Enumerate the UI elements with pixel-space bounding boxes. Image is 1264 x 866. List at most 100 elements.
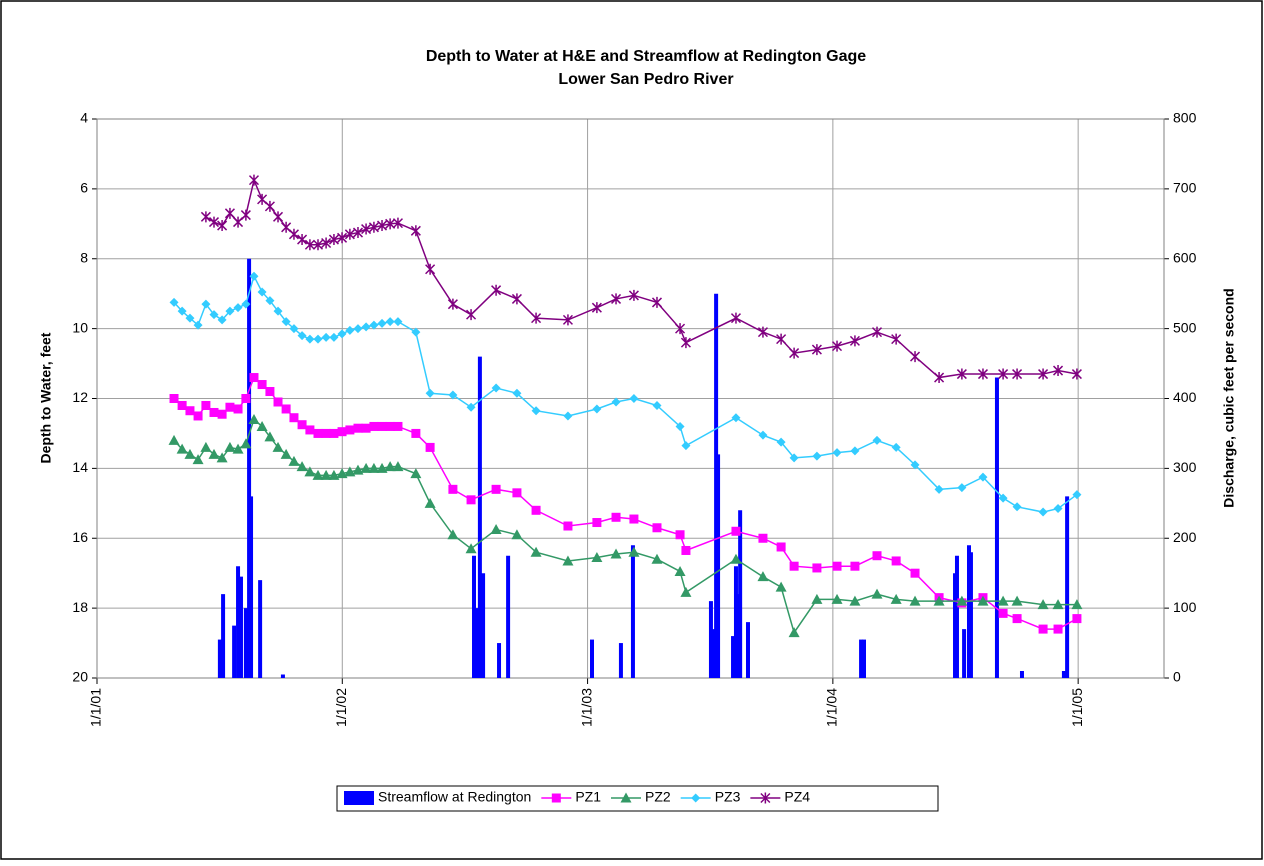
marker [563, 411, 573, 421]
y-tick-label: 14 [72, 459, 88, 475]
y2-tick-label: 700 [1173, 180, 1197, 196]
marker [910, 568, 920, 578]
marker [934, 484, 944, 494]
marker [289, 413, 299, 423]
marker [411, 327, 421, 337]
marker [1053, 504, 1063, 514]
marker [998, 608, 1008, 618]
marker [611, 397, 621, 407]
marker [832, 340, 843, 352]
marker [757, 571, 769, 582]
marker [248, 413, 260, 424]
marker [832, 448, 842, 458]
marker [1053, 624, 1063, 634]
y-tick-label: 16 [72, 529, 88, 545]
marker [789, 561, 799, 571]
marker [185, 406, 195, 416]
marker [360, 462, 372, 473]
marker [681, 441, 691, 451]
marker [592, 404, 602, 414]
marker [610, 548, 622, 559]
marker [957, 483, 967, 493]
marker [265, 387, 275, 397]
marker [674, 565, 686, 576]
marker [200, 211, 211, 223]
marker [731, 413, 741, 423]
marker [1038, 368, 1049, 380]
marker [1071, 368, 1082, 380]
marker [850, 446, 860, 456]
marker [192, 454, 204, 465]
marker [208, 216, 220, 228]
marker [264, 431, 276, 442]
marker [628, 546, 640, 557]
marker [320, 469, 332, 480]
marker [831, 593, 843, 604]
marker [511, 529, 523, 540]
marker [224, 207, 235, 219]
marker [361, 223, 372, 235]
marker [377, 318, 387, 328]
marker [956, 368, 967, 380]
marker [249, 271, 259, 281]
marker [297, 331, 307, 341]
marker [257, 380, 267, 390]
marker [891, 442, 901, 452]
marker [249, 373, 259, 383]
chart-title: Depth to Water at H&E and Streamflow at … [426, 48, 866, 65]
marker [201, 400, 211, 410]
marker [321, 332, 331, 342]
marker [730, 553, 742, 564]
x-tick-label: 1/1/01 [88, 688, 104, 727]
marker [265, 296, 275, 306]
marker [531, 505, 541, 515]
marker [225, 306, 235, 316]
marker [731, 526, 741, 536]
y2-tick-label: 100 [1173, 599, 1197, 615]
chart-subtitle: Lower San Pedro River [558, 71, 733, 88]
marker [447, 298, 458, 310]
marker [217, 220, 228, 232]
marker [934, 372, 945, 384]
marker [193, 320, 203, 330]
marker [850, 561, 860, 571]
marker [369, 320, 379, 330]
marker [344, 228, 355, 240]
marker [393, 317, 403, 327]
marker [225, 402, 235, 412]
marker [425, 442, 435, 452]
marker [241, 394, 251, 403]
marker [273, 397, 283, 407]
marker [329, 332, 339, 342]
marker [224, 441, 236, 452]
marker [1071, 599, 1083, 610]
marker [849, 595, 861, 606]
marker [891, 333, 902, 345]
marker [328, 234, 339, 246]
marker [353, 423, 363, 433]
marker [209, 407, 219, 417]
marker [248, 174, 260, 186]
marker [1012, 614, 1022, 624]
marker [297, 420, 307, 430]
marker [812, 451, 822, 461]
marker [789, 347, 800, 359]
legend-marker [620, 792, 632, 803]
marker [1038, 624, 1048, 634]
marker [345, 325, 355, 335]
marker [466, 495, 476, 505]
marker [775, 581, 787, 592]
y-tick-label: 8 [80, 249, 88, 265]
marker [592, 518, 602, 528]
y2-tick-label: 200 [1173, 529, 1197, 545]
marker [337, 329, 347, 339]
marker [392, 461, 404, 472]
marker [368, 221, 379, 233]
marker [384, 461, 396, 472]
marker [871, 588, 883, 599]
marker [997, 595, 1009, 606]
marker [168, 434, 180, 445]
marker [352, 464, 364, 475]
marker [393, 421, 403, 431]
